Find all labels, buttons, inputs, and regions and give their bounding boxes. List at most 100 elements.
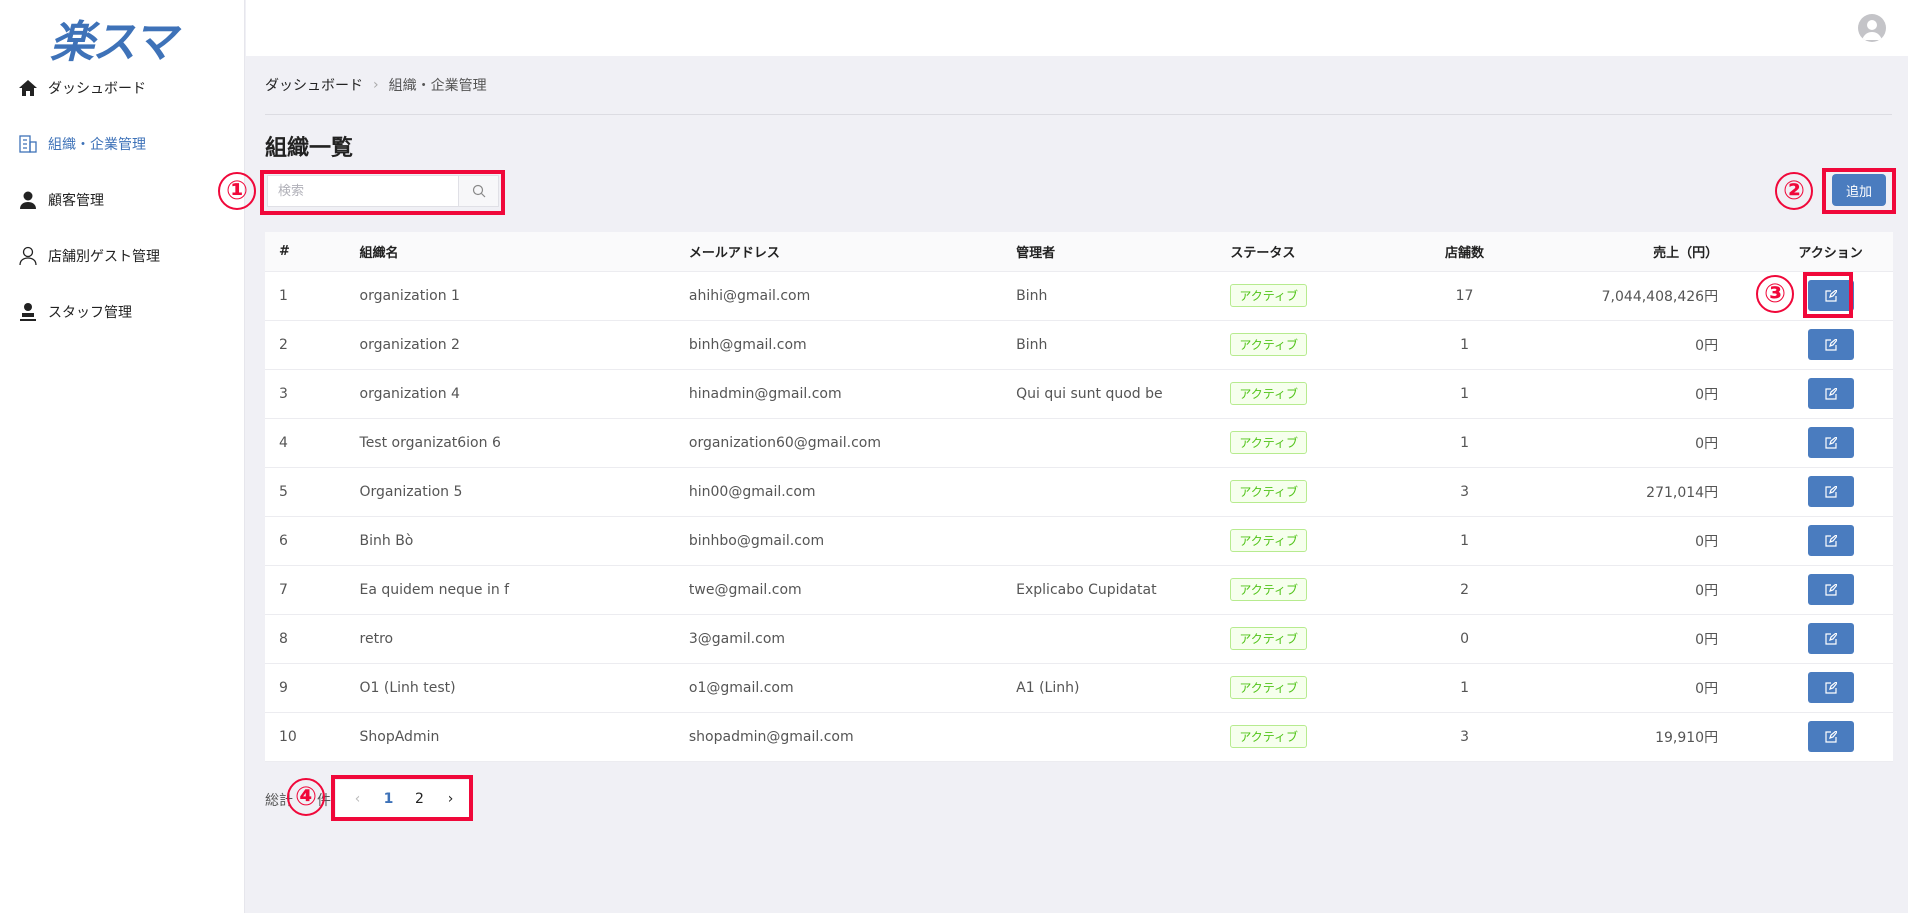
- status-badge: アクティブ: [1230, 382, 1308, 405]
- page-1[interactable]: 1: [383, 791, 394, 807]
- table-cell: 0円: [1543, 565, 1769, 615]
- table-cell: 3: [265, 369, 346, 419]
- action-cell: [1768, 418, 1893, 468]
- table-row: 8 retro 3@gamil.com アクティブ 0 0円: [265, 614, 1893, 664]
- sidebar-item-dashboard[interactable]: ダッシュボード: [18, 78, 146, 98]
- action-cell: [1768, 320, 1893, 370]
- column-header: ステータス: [1216, 232, 1386, 272]
- status-badge: アクティブ: [1230, 333, 1308, 356]
- table-cell: hin00@gmail.com: [674, 467, 1003, 517]
- table-row: 3 organization 4 hinadmin@gmail.com Qui qui…: [265, 369, 1893, 419]
- annotation-number-4: ④: [287, 778, 325, 816]
- sidebar-item-label: 顧客管理: [48, 193, 104, 209]
- table-cell: twe@gmail.com: [674, 565, 1003, 615]
- table-cell: A1 (Linh): [1002, 663, 1217, 713]
- breadcrumb-home[interactable]: ダッシュボード: [265, 78, 363, 94]
- edit-button[interactable]: [1807, 672, 1854, 703]
- status-cell: アクティブ: [1216, 614, 1386, 664]
- status-badge: アクティブ: [1230, 480, 1308, 503]
- search-icon: [472, 184, 485, 198]
- table-cell: organization 4: [345, 369, 675, 419]
- action-cell: [1768, 467, 1893, 517]
- edit-button[interactable]: [1807, 623, 1854, 654]
- search-input[interactable]: [268, 176, 458, 206]
- table-cell: ahihi@gmail.com: [674, 271, 1003, 321]
- table-cell: Qui qui sunt quod be: [1002, 369, 1217, 419]
- table-cell: [1002, 467, 1217, 517]
- table-cell: 0円: [1543, 369, 1769, 419]
- edit-button[interactable]: [1807, 574, 1854, 605]
- search-button[interactable]: [458, 176, 498, 206]
- table-cell: hinadmin@gmail.com: [674, 369, 1003, 419]
- logo: 楽スマ: [50, 17, 177, 68]
- table-cell: 17: [1385, 271, 1544, 321]
- table-cell: 1: [1385, 663, 1544, 713]
- sidebar-item-customers[interactable]: 顧客管理: [18, 190, 104, 210]
- page-title: 組織一覧: [265, 136, 354, 161]
- column-header: 組織名: [345, 232, 675, 272]
- table-cell: [1002, 614, 1217, 664]
- user-icon: [20, 191, 36, 209]
- table-cell: 1: [1385, 418, 1544, 468]
- total-prefix: 総計: [265, 793, 293, 809]
- table-cell: 7,044,408,426円: [1543, 271, 1769, 321]
- sidebar: 楽スマ ダッシュボード 組織・企業管理 顧客管理 店舗別ゲスト管理 スタッフ管理: [0, 0, 245, 913]
- sidebar-item-staff[interactable]: スタッフ管理: [18, 302, 132, 322]
- table-cell: [1002, 712, 1217, 762]
- table-header-row: # 組織名 メールアドレス 管理者 ステータス 店舗数 売上（円） アクション: [265, 232, 1893, 272]
- table-cell: [1002, 418, 1217, 468]
- column-header: #: [265, 232, 346, 272]
- sidebar-item-label: 組織・企業管理: [48, 137, 146, 153]
- edit-button[interactable]: [1807, 280, 1854, 311]
- table-cell: o1@gmail.com: [674, 663, 1003, 713]
- table-cell: 6: [265, 516, 346, 566]
- table-row: 2 organization 2 binh@gmail.com Binh アクティブ 1 0…: [265, 320, 1893, 370]
- next-page-button[interactable]: ›: [447, 791, 454, 807]
- edit-button[interactable]: [1807, 525, 1854, 556]
- sidebar-item-organizations[interactable]: 組織・企業管理: [18, 134, 146, 154]
- building-icon: [19, 135, 37, 153]
- edit-icon: [1824, 338, 1837, 351]
- column-header: メールアドレス: [674, 232, 1003, 272]
- edit-icon: [1824, 534, 1837, 547]
- table-cell: 3: [1385, 467, 1544, 517]
- table-cell: ShopAdmin: [345, 712, 675, 762]
- table-row: 5 Organization 5 hin00@gmail.com アクティブ 3 271,…: [265, 467, 1893, 517]
- edit-button[interactable]: [1807, 329, 1854, 360]
- table-cell: 19,910円: [1543, 712, 1769, 762]
- annotation-box-4: [331, 775, 473, 821]
- add-button[interactable]: 追加: [1832, 174, 1886, 206]
- table-cell: 9: [265, 663, 346, 713]
- search-box: [267, 175, 499, 207]
- action-cell: [1768, 565, 1893, 615]
- annotation-number-2: ②: [1775, 172, 1813, 210]
- table-cell: shopadmin@gmail.com: [674, 712, 1003, 762]
- sidebar-item-guests[interactable]: 店舗別ゲスト管理: [18, 246, 160, 266]
- table-cell: 8: [265, 614, 346, 664]
- action-cell: [1768, 614, 1893, 664]
- table-cell: 0円: [1543, 663, 1769, 713]
- edit-button[interactable]: [1807, 721, 1854, 752]
- avatar[interactable]: [1858, 14, 1886, 42]
- table-cell: binhbo@gmail.com: [674, 516, 1003, 566]
- status-badge: アクティブ: [1230, 529, 1308, 552]
- table-cell: Ea quidem neque in f: [345, 565, 675, 615]
- table-cell: 1: [1385, 516, 1544, 566]
- status-cell: アクティブ: [1216, 418, 1386, 468]
- action-cell: [1768, 369, 1893, 419]
- page-2[interactable]: 2: [415, 791, 424, 807]
- edit-button[interactable]: [1807, 427, 1854, 458]
- table-cell: 5: [265, 467, 346, 517]
- annotation-box-3: [1803, 272, 1853, 318]
- table-cell: retro: [345, 614, 675, 664]
- prev-page-button[interactable]: ‹: [354, 791, 361, 807]
- home-icon: [19, 80, 37, 96]
- table-cell: Binh Bò: [345, 516, 675, 566]
- edit-button[interactable]: [1807, 378, 1854, 409]
- table-cell: 1: [265, 271, 346, 321]
- status-cell: アクティブ: [1216, 516, 1386, 566]
- edit-icon: [1824, 289, 1837, 302]
- action-cell: [1768, 516, 1893, 566]
- edit-button[interactable]: [1807, 476, 1854, 507]
- breadcrumb: ダッシュボード › 組織・企業管理: [265, 75, 487, 95]
